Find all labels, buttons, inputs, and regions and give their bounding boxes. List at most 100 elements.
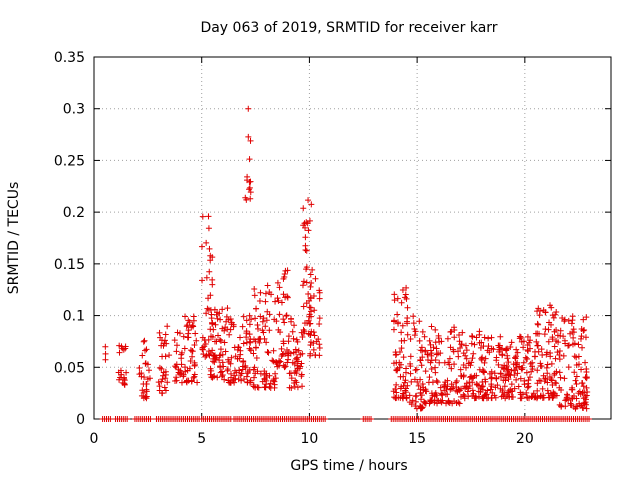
data-point bbox=[247, 347, 254, 354]
data-point bbox=[162, 387, 169, 394]
data-point bbox=[434, 379, 441, 386]
data-point bbox=[393, 381, 400, 388]
data-point bbox=[426, 374, 433, 381]
data-point bbox=[243, 328, 250, 335]
data-point bbox=[246, 186, 253, 193]
data-point bbox=[312, 275, 319, 282]
data-point bbox=[519, 364, 526, 371]
data-point bbox=[418, 362, 425, 369]
data-point bbox=[254, 384, 261, 391]
data-point bbox=[252, 344, 259, 351]
data-point bbox=[253, 355, 260, 362]
data-point bbox=[478, 339, 485, 346]
data-point bbox=[462, 352, 469, 359]
data-point bbox=[190, 317, 197, 324]
data-point bbox=[199, 277, 206, 284]
data-point bbox=[246, 184, 253, 191]
data-point bbox=[160, 369, 167, 376]
data-point bbox=[398, 329, 405, 336]
data-point bbox=[403, 284, 410, 291]
data-point bbox=[140, 338, 147, 345]
data-point bbox=[582, 359, 589, 366]
data-point bbox=[293, 336, 300, 343]
data-point bbox=[296, 365, 303, 372]
data-point bbox=[410, 313, 417, 320]
data-point bbox=[216, 352, 223, 359]
data-point bbox=[516, 363, 523, 370]
data-point bbox=[514, 370, 521, 377]
data-point bbox=[219, 372, 226, 379]
data-point bbox=[407, 335, 414, 342]
data-point bbox=[285, 338, 292, 345]
data-point bbox=[548, 360, 555, 367]
data-point bbox=[305, 227, 312, 234]
data-point bbox=[292, 346, 299, 353]
data-point bbox=[263, 381, 270, 388]
data-point bbox=[300, 326, 307, 333]
data-point bbox=[497, 346, 504, 353]
data-point bbox=[310, 346, 317, 353]
data-point bbox=[178, 361, 185, 368]
data-point bbox=[544, 387, 551, 394]
data-point bbox=[246, 321, 253, 328]
data-point bbox=[300, 205, 307, 212]
data-point bbox=[271, 381, 278, 388]
data-point bbox=[237, 334, 244, 341]
data-point bbox=[468, 340, 475, 347]
data-point bbox=[316, 320, 323, 327]
data-point bbox=[223, 313, 230, 320]
data-point bbox=[407, 363, 414, 370]
data-point bbox=[236, 355, 243, 362]
data-point bbox=[281, 270, 288, 277]
data-point bbox=[403, 365, 410, 372]
data-point bbox=[458, 341, 465, 348]
data-point bbox=[202, 341, 209, 348]
data-point bbox=[237, 351, 244, 358]
data-point bbox=[218, 368, 225, 375]
data-point bbox=[463, 347, 470, 354]
data-point bbox=[217, 346, 224, 353]
data-point bbox=[158, 378, 165, 385]
data-point bbox=[520, 344, 527, 351]
data-point bbox=[280, 362, 287, 369]
data-point bbox=[224, 305, 231, 312]
data-point bbox=[307, 339, 314, 346]
data-point bbox=[502, 395, 509, 402]
data-point bbox=[293, 355, 300, 362]
data-point bbox=[476, 366, 483, 373]
data-point bbox=[274, 295, 281, 302]
data-point bbox=[526, 374, 533, 381]
data-point bbox=[467, 374, 474, 381]
data-point bbox=[536, 312, 543, 319]
data-point bbox=[198, 243, 205, 250]
data-point bbox=[505, 359, 512, 366]
data-point bbox=[508, 339, 515, 346]
data-point bbox=[181, 345, 188, 352]
data-point bbox=[289, 328, 296, 335]
data-point bbox=[252, 315, 259, 322]
data-point bbox=[142, 360, 149, 367]
data-point bbox=[221, 339, 228, 346]
data-point bbox=[200, 351, 207, 358]
data-point bbox=[303, 279, 310, 286]
data-point bbox=[549, 312, 556, 319]
data-point bbox=[500, 377, 507, 384]
data-point bbox=[489, 389, 496, 396]
data-point bbox=[209, 254, 216, 261]
data-point bbox=[518, 395, 525, 402]
data-point bbox=[173, 342, 180, 349]
data-point bbox=[488, 374, 495, 381]
data-point bbox=[482, 355, 489, 362]
data-point bbox=[147, 416, 154, 422]
data-point bbox=[526, 395, 533, 402]
data-point bbox=[288, 318, 295, 325]
data-point bbox=[457, 393, 464, 400]
data-point bbox=[255, 336, 262, 343]
data-point bbox=[466, 379, 473, 386]
data-point bbox=[261, 335, 268, 342]
data-point bbox=[276, 284, 283, 291]
data-point bbox=[565, 317, 572, 324]
data-point bbox=[572, 377, 579, 384]
data-point bbox=[121, 377, 128, 384]
